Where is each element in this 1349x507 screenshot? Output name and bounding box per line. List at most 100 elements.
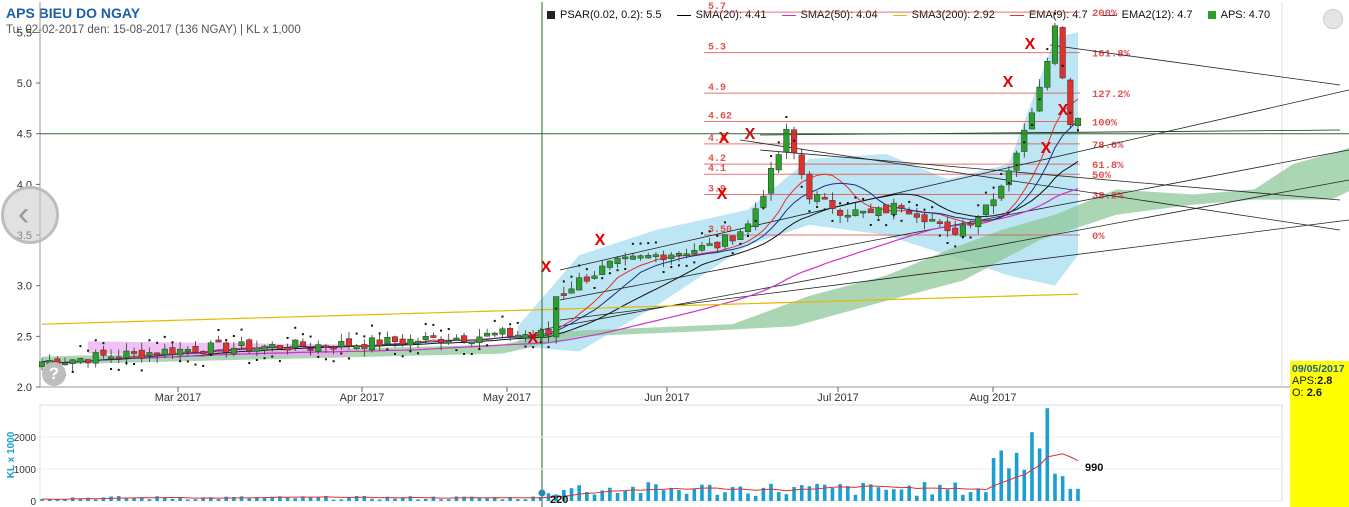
psar-dot <box>386 348 389 351</box>
psar-dot <box>800 185 803 188</box>
trend-line <box>559 89 1349 271</box>
psar-dot <box>1007 181 1010 184</box>
psar-dot <box>862 197 865 200</box>
chevron-left-icon: ‹ <box>18 195 30 233</box>
volume-bar <box>377 499 382 501</box>
volume-bar <box>301 496 305 501</box>
volume-bar <box>608 487 612 501</box>
psar-dot <box>716 234 719 237</box>
psar-dot <box>1015 164 1018 167</box>
psar-dot <box>785 116 788 119</box>
volume-bar <box>700 484 704 501</box>
legend-item-ema12[interactable]: EMA2(12): 4.7 <box>1102 9 1193 21</box>
volume-bar <box>677 490 681 501</box>
candle-body <box>361 344 368 349</box>
time-tick-label: Jul 2017 <box>817 392 859 404</box>
sma50-line <box>41 188 1079 364</box>
candle-body <box>192 346 199 353</box>
candle-body <box>622 256 629 260</box>
candle-body <box>698 245 706 251</box>
legend-item-aps[interactable]: APS: 4.70 <box>1207 9 1270 21</box>
candle-body <box>269 344 276 348</box>
psar-dot <box>133 363 136 366</box>
volume-bar <box>454 496 459 501</box>
tooltip-date: 09/05/2017 <box>1292 363 1345 375</box>
volume-bar <box>224 496 228 501</box>
legend-scroll-handle[interactable] <box>1323 9 1343 29</box>
candle-body <box>184 349 191 353</box>
volume-bar <box>654 484 658 501</box>
volume-bar <box>170 498 175 501</box>
volume-bar <box>339 499 344 501</box>
psar-dot <box>739 242 742 245</box>
candle-body <box>729 235 736 242</box>
volume-bar <box>155 496 159 501</box>
fib-pct-label: 38.2% <box>1092 191 1124 203</box>
signal-x-mark: X <box>528 330 539 347</box>
candle-body <box>422 335 429 340</box>
psar-dot <box>984 191 987 194</box>
psar-dot <box>455 349 458 352</box>
volume-bar <box>961 494 965 501</box>
candle-body <box>652 254 659 257</box>
scroll-left-button[interactable]: ‹ <box>1 186 59 244</box>
volume-bar <box>968 492 973 501</box>
volume-bar <box>186 499 190 501</box>
fib-pct-label: 100% <box>1092 118 1118 130</box>
time-tick-label: Aug 2017 <box>969 392 1016 404</box>
candle-body <box>491 332 498 336</box>
psar-dot <box>700 232 703 235</box>
psar-dot <box>463 352 466 355</box>
candle-body <box>330 346 337 350</box>
price-tick-label: 2.0 <box>17 382 32 394</box>
candle-body <box>292 339 299 348</box>
legend-item-psar[interactable]: PSAR(0.02, 0.2): 5.5 <box>547 9 662 21</box>
candle-body <box>161 348 168 355</box>
candle-body <box>844 214 851 218</box>
signal-x-mark: X <box>717 186 728 203</box>
volume-bar <box>178 497 182 501</box>
psar-dot <box>1030 123 1033 126</box>
signal-x-mark: X <box>719 130 730 147</box>
psar-dot <box>1038 98 1041 101</box>
time-tick-label: Jun 2017 <box>644 392 689 404</box>
volume-bar <box>370 498 374 501</box>
fib-price-label: 4.9 <box>708 83 726 94</box>
psar-dot <box>102 342 105 345</box>
candle-body <box>200 351 207 355</box>
psar-dot <box>708 230 711 233</box>
candle-body <box>230 347 237 355</box>
help-icon[interactable]: ? <box>42 362 66 386</box>
psar-dot <box>562 280 565 283</box>
candle-body <box>852 209 859 217</box>
psar-dot <box>992 186 995 189</box>
candle-body <box>744 223 752 232</box>
ema12-line <box>41 120 1079 363</box>
candle-body <box>691 250 698 255</box>
trend-line <box>759 149 1341 201</box>
psar-dot <box>478 348 481 351</box>
candle-body <box>583 276 590 282</box>
psar-dot <box>570 275 573 278</box>
volume-bar <box>162 497 167 501</box>
candle-body <box>453 337 460 341</box>
candle-body <box>115 356 122 360</box>
psar-dot <box>79 345 82 348</box>
candle-body <box>146 352 153 356</box>
volume-bar <box>991 458 996 501</box>
candle-body <box>706 243 713 246</box>
trend-line <box>539 179 1349 331</box>
volume-axis-title: KL x 1000 <box>6 431 17 478</box>
psar-dot <box>931 206 934 209</box>
volume-bar <box>201 497 205 501</box>
psar-dot <box>370 324 373 327</box>
signal-x-mark: X <box>1058 102 1069 119</box>
candle-body <box>445 340 452 344</box>
candle-body <box>514 334 521 338</box>
volume-bar <box>285 496 290 501</box>
volume-bar <box>262 497 267 501</box>
volume-bar <box>585 491 589 501</box>
volume-bar <box>1060 476 1065 501</box>
volume-bar <box>439 499 443 501</box>
